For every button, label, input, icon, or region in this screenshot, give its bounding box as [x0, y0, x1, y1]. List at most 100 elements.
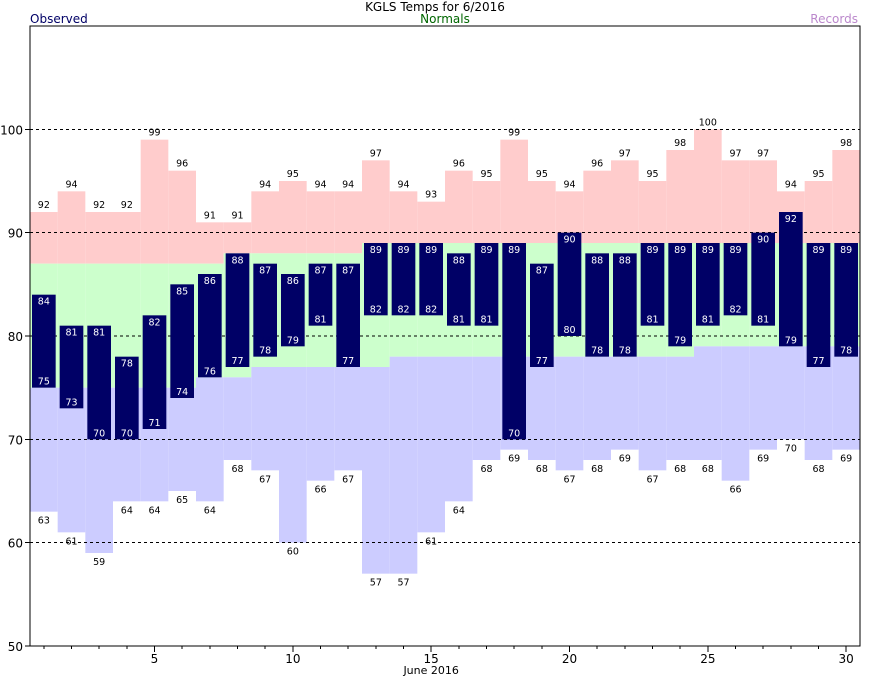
record-low-bar	[721, 346, 750, 481]
record-low-label: 64	[121, 505, 133, 516]
record-low-label: 69	[508, 454, 520, 465]
record-low-label: 64	[148, 505, 160, 516]
x-tick-label: 30	[839, 652, 854, 666]
record-low-label: 69	[619, 454, 631, 465]
record-low-label: 70	[785, 443, 797, 454]
observed-low-label: 77	[536, 356, 548, 367]
record-low-label: 69	[840, 454, 852, 465]
observed-high-label: 88	[619, 255, 631, 266]
x-tick-label: 25	[700, 652, 715, 666]
record-high-label: 91	[204, 210, 216, 221]
record-low-bar	[472, 356, 501, 460]
record-high-label: 94	[65, 179, 77, 190]
y-tick-label: 80	[8, 330, 23, 344]
record-low-bar	[583, 356, 611, 460]
observed-high-label: 89	[480, 245, 492, 256]
observed-low-label: 82	[729, 304, 741, 315]
record-high-label: 94	[785, 179, 797, 190]
record-high-bar	[168, 170, 196, 264]
record-high-bar	[251, 191, 279, 254]
observed-high-label: 89	[425, 245, 437, 256]
record-high-label: 97	[370, 148, 382, 159]
observed-bar	[557, 232, 582, 336]
record-high-bar	[57, 191, 86, 264]
observed-high-label: 92	[785, 214, 797, 225]
x-tick-label: 10	[285, 652, 300, 666]
x-axis-label: June 2016	[402, 664, 458, 676]
record-low-label: 68	[702, 464, 714, 475]
record-high-label: 96	[591, 159, 603, 170]
record-high-label: 94	[342, 179, 354, 190]
record-low-bar	[777, 346, 805, 440]
record-high-bar	[30, 212, 58, 264]
record-high-bar	[638, 181, 667, 243]
observed-low-label: 79	[785, 335, 797, 346]
record-high-bar	[389, 191, 418, 243]
record-low-bar	[694, 346, 722, 460]
observed-high-label: 87	[342, 266, 354, 277]
observed-bar	[115, 356, 139, 440]
record-high-label: 98	[674, 138, 686, 149]
observed-bar	[142, 315, 167, 429]
observed-high-label: 89	[646, 245, 658, 256]
record-low-bar	[445, 356, 473, 502]
record-high-bar	[85, 212, 113, 264]
record-low-label: 67	[563, 474, 575, 485]
record-high-bar	[666, 150, 694, 243]
record-high-label: 92	[121, 200, 133, 211]
observed-bar	[474, 243, 499, 326]
observed-bar	[585, 253, 609, 357]
record-low-bar	[362, 367, 390, 574]
observed-low-label: 82	[425, 304, 437, 315]
observed-bar	[419, 243, 443, 316]
record-low-bar	[251, 367, 279, 471]
record-low-label: 69	[757, 454, 769, 465]
record-low-label: 66	[729, 485, 741, 496]
record-low-bar	[417, 356, 445, 533]
observed-low-label: 70	[121, 428, 133, 439]
record-high-bar	[611, 160, 639, 243]
record-low-label: 60	[287, 547, 299, 558]
record-low-label: 65	[176, 495, 188, 506]
observed-bar	[391, 243, 416, 316]
observed-low-label: 81	[757, 315, 769, 326]
observed-high-label: 89	[508, 245, 520, 256]
observed-high-label: 86	[287, 276, 299, 287]
record-high-bar	[306, 191, 335, 254]
observed-high-label: 89	[729, 245, 741, 256]
record-low-bar	[528, 356, 556, 460]
record-high-label: 96	[453, 159, 465, 170]
observed-low-label: 81	[702, 315, 714, 326]
observed-high-label: 88	[231, 255, 243, 266]
observed-bar	[640, 243, 665, 326]
observed-low-label: 79	[674, 335, 686, 346]
record-high-bar	[417, 201, 445, 243]
record-high-label: 98	[840, 138, 852, 149]
record-high-label: 99	[508, 128, 520, 139]
observed-high-label: 81	[65, 328, 77, 339]
legend-normals: Normals	[420, 12, 470, 26]
observed-high-label: 81	[93, 328, 105, 339]
record-high-bar	[140, 139, 169, 264]
record-high-bar	[528, 181, 556, 243]
observed-bar	[613, 253, 637, 357]
observed-bar	[779, 212, 803, 347]
record-low-label: 63	[38, 516, 50, 527]
record-low-bar	[666, 356, 694, 460]
record-low-label: 64	[204, 505, 216, 516]
observed-low-label: 82	[397, 304, 409, 315]
record-low-bar	[223, 377, 252, 460]
observed-bar	[308, 263, 333, 326]
observed-low-label: 74	[176, 387, 188, 398]
observed-bar	[668, 243, 692, 347]
record-low-bar	[611, 356, 639, 450]
record-low-bar	[832, 346, 860, 450]
record-high-label: 96	[176, 159, 188, 170]
record-high-label: 95	[480, 169, 492, 180]
record-low-label: 68	[674, 464, 686, 475]
observed-low-label: 78	[591, 346, 603, 357]
observed-high-label: 82	[148, 317, 160, 328]
legend-observed: Observed	[30, 12, 88, 26]
x-tick-label: 15	[424, 652, 439, 666]
observed-bar	[447, 253, 471, 326]
